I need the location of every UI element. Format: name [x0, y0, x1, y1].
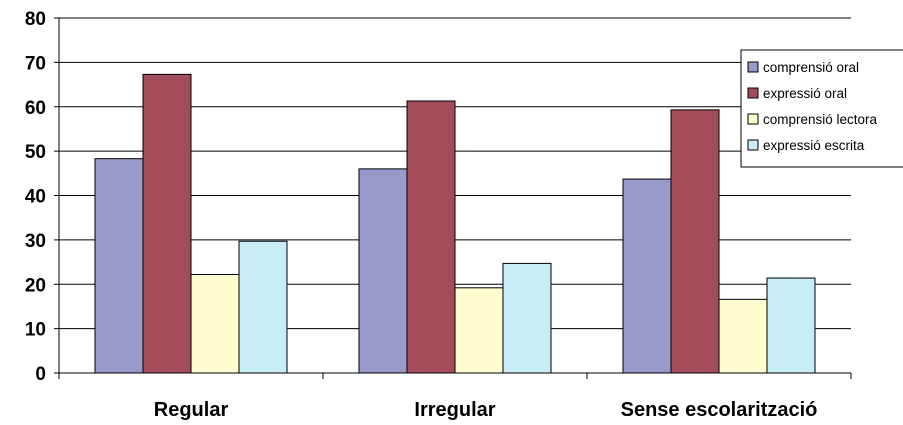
x-tick-label: Regular — [154, 399, 229, 421]
axes — [54, 17, 852, 379]
y-tick-label: 0 — [35, 364, 46, 385]
bar — [94, 158, 144, 374]
legend-label: expressió escrita — [763, 138, 865, 153]
legend-box — [740, 49, 903, 168]
bar — [142, 73, 192, 374]
legend: comprensió oral expressió oral comprensió … — [740, 49, 903, 168]
bars — [94, 73, 816, 374]
y-tick-label: 60 — [25, 98, 46, 119]
legend-label: comprensió lectora — [763, 112, 878, 127]
y-tick-label: 50 — [25, 142, 46, 163]
legend-swatch — [747, 61, 759, 73]
y-tick-label: 20 — [25, 275, 46, 296]
x-tick-label: Irregular — [414, 399, 495, 421]
bar — [670, 109, 720, 374]
legend-swatch — [747, 139, 759, 151]
legend-swatch — [747, 113, 759, 125]
y-tick-label: 30 — [25, 231, 46, 252]
bar — [766, 277, 816, 374]
bar — [502, 262, 552, 374]
bar — [358, 168, 408, 374]
x-tick-label: Sense escolarització — [621, 399, 818, 421]
bar — [406, 100, 456, 374]
bar — [190, 273, 240, 374]
legend-label: comprensió oral — [763, 60, 859, 75]
bar — [454, 287, 504, 374]
y-tick-label: 40 — [25, 187, 46, 208]
x-tick-labels: Regular Irregular Sense escolarització — [154, 399, 818, 421]
y-tick-label: 10 — [25, 320, 46, 341]
bar — [718, 298, 768, 374]
y-tick-label: 70 — [25, 53, 46, 74]
legend-label: expressió oral — [763, 86, 847, 101]
bar — [622, 178, 672, 374]
y-tick-label: 80 — [25, 9, 46, 30]
bar — [238, 240, 288, 374]
legend-swatch — [747, 87, 759, 99]
y-tick-labels: 0 10 20 30 40 50 60 70 80 — [25, 9, 46, 385]
